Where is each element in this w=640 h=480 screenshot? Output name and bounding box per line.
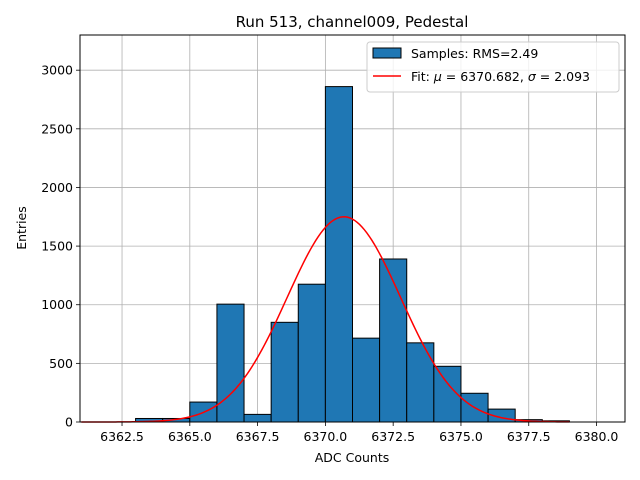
histogram-bar	[270, 321, 299, 423]
histogram-bar	[352, 337, 381, 423]
y-tick-label: 1500	[41, 239, 73, 254]
x-tick-label: 6367.5	[236, 429, 280, 444]
legend-sigma-value: 2.093	[554, 69, 590, 84]
legend-mu-symbol: μ	[433, 69, 442, 84]
y-tick-label: 500	[49, 356, 73, 371]
histogram-bar	[324, 86, 353, 423]
x-tick-label: 6365.0	[168, 429, 212, 444]
legend-box	[366, 41, 620, 93]
histogram-bar	[406, 342, 435, 423]
x-axis-ticks: 6362.5 6365.0 6367.5 6370.0 6372.5 6375.0 6377…	[100, 422, 618, 444]
legend-label-samples: Samples: RMS=2.49	[411, 46, 538, 61]
y-axis-label: Entries	[14, 206, 29, 250]
legend-sigma-symbol: σ	[528, 69, 537, 84]
x-tick-label: 6377.5	[507, 429, 551, 444]
x-tick-label: 6370.0	[304, 429, 348, 444]
x-tick-label: 6372.5	[371, 429, 415, 444]
fit-curve-group	[81, 216, 570, 423]
chart-title: Run 513, channel009, Pedestal	[236, 13, 469, 31]
histogram-bar	[297, 283, 326, 423]
histogram-bar	[216, 303, 245, 423]
histogram-bars	[135, 86, 570, 423]
legend: Samples: RMS=2.49 Fit: μ = 6370.682, σ =…	[366, 41, 620, 93]
x-tick-label: 6375.0	[439, 429, 483, 444]
plot-frame	[79, 34, 626, 423]
y-tick-label: 2000	[41, 180, 73, 195]
histogram-bar	[243, 413, 272, 423]
x-tick-label: 6362.5	[100, 429, 144, 444]
legend-mu-value: 6370.682	[460, 69, 520, 84]
legend-label-fit: Fit: μ = 6370.682, σ = 2.093	[411, 69, 590, 84]
y-tick-label: 1000	[41, 297, 73, 312]
x-axis-label: ADC Counts	[315, 450, 390, 465]
y-tick-label: 0	[65, 415, 73, 430]
legend-bar-swatch	[372, 47, 402, 59]
fit-curve	[81, 216, 570, 423]
histogram-bar	[379, 258, 408, 423]
y-tick-label: 2500	[41, 121, 73, 136]
y-tick-label: 3000	[41, 63, 73, 78]
x-tick-label: 6380.0	[575, 429, 619, 444]
y-axis-ticks: 0 500 1000 1500 2000 2500 3000	[41, 63, 80, 430]
